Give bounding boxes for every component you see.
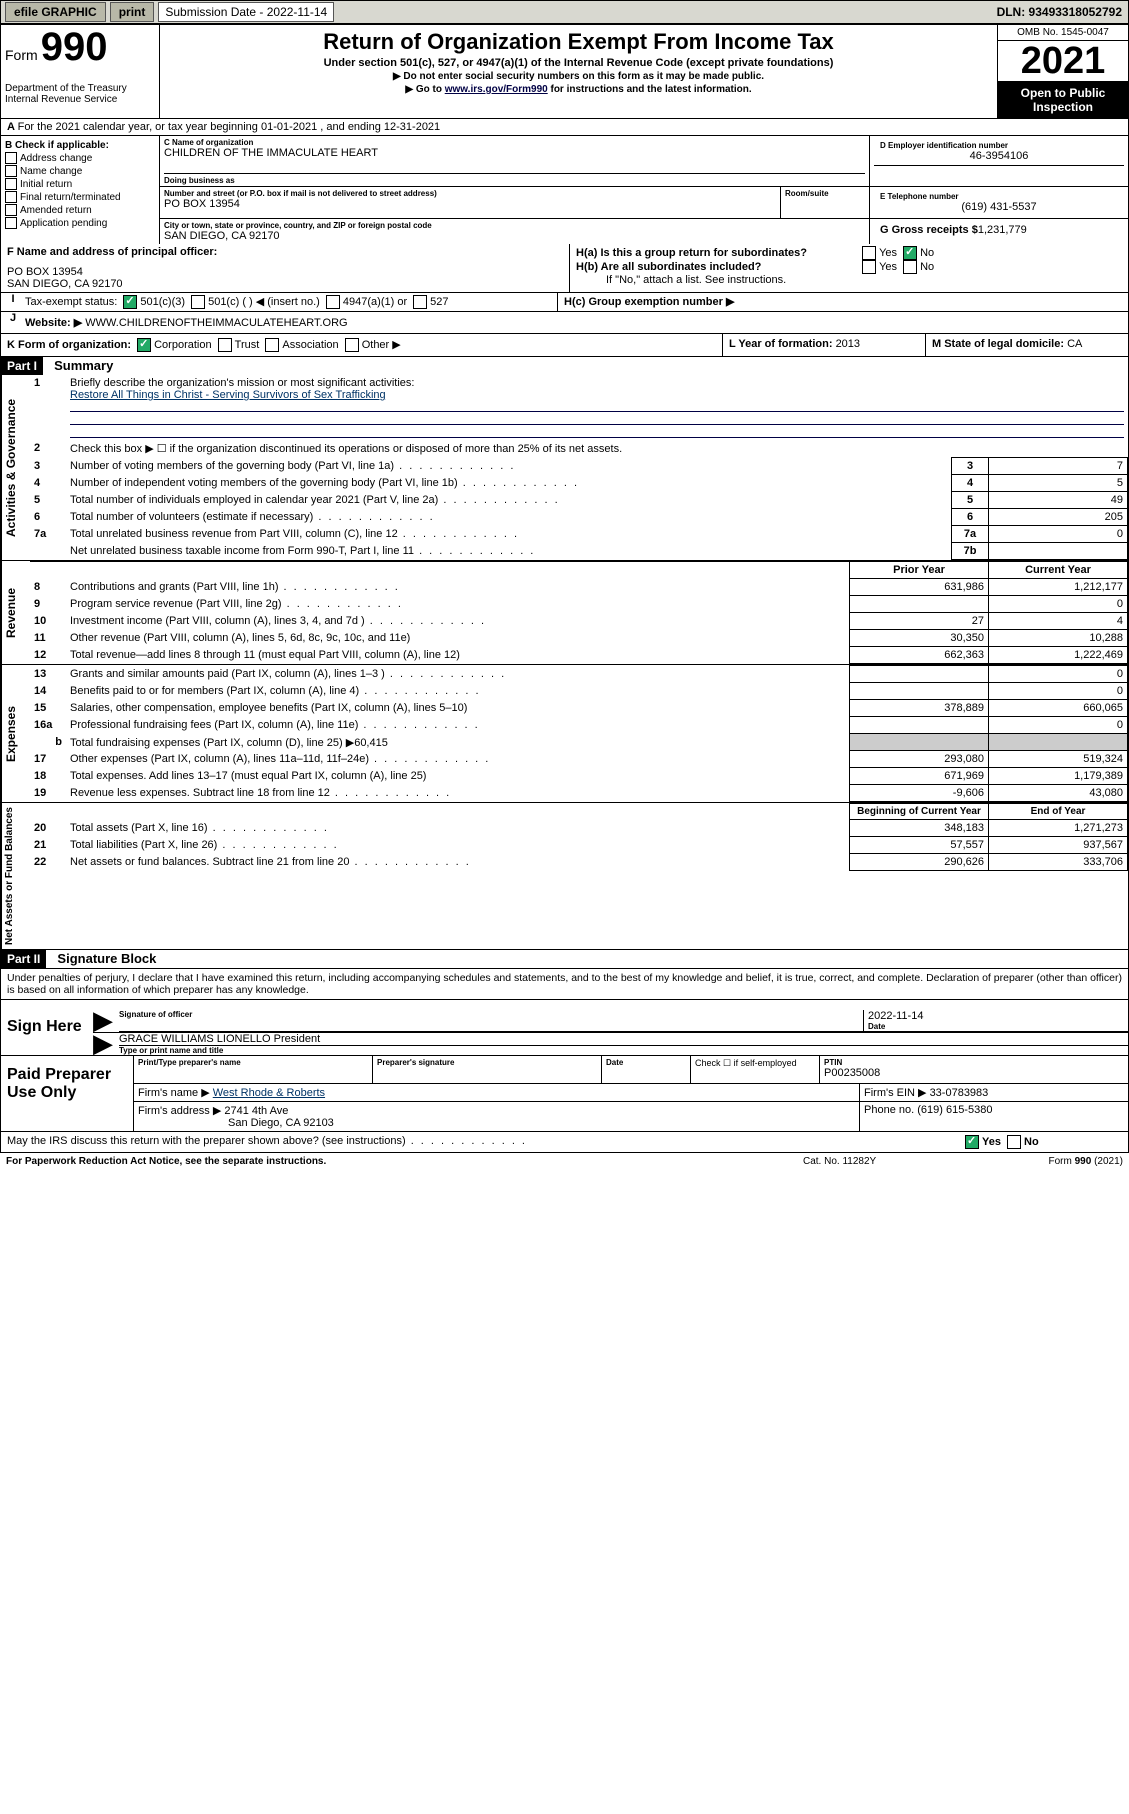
ptin-val: P00235008 <box>824 1067 1124 1079</box>
website: WWW.CHILDRENOFTHEIMMACULATEHEART.ORG <box>85 317 347 329</box>
sign-date: 2022-11-14 <box>868 1010 1128 1022</box>
header-block: B Check if applicable: Address change Na… <box>0 136 1129 244</box>
omb-number: OMB No. 1545-0047 <box>998 25 1128 41</box>
gross-receipts: 1,231,779 <box>978 224 1027 236</box>
firm-name: West Rhode & Roberts <box>213 1087 325 1099</box>
form-title: Return of Organization Exempt From Incom… <box>166 29 991 55</box>
officer-name: GRACE WILLIAMS LIONELLO President <box>119 1033 1128 1045</box>
dept-label: Department of the Treasury Internal Reve… <box>5 83 155 105</box>
efile-label: efile GRAPHIC <box>5 2 106 22</box>
form-number: 990 <box>41 25 108 69</box>
form-header: Form 990 Department of the Treasury Inte… <box>0 24 1129 119</box>
irs-link[interactable]: www.irs.gov/Form990 <box>445 84 548 95</box>
print-button[interactable]: print <box>110 2 155 22</box>
tax-year: 2021 <box>998 41 1128 81</box>
officer-addr2: SAN DIEGO, CA 92170 <box>7 278 563 290</box>
form-note1: ▶ Do not enter social security numbers o… <box>166 71 991 82</box>
penalty-declaration: Under penalties of perjury, I declare th… <box>0 968 1129 1000</box>
submission-date: Submission Date - 2022-11-14 <box>158 2 334 22</box>
form-subtitle: Under section 501(c), 527, or 4947(a)(1)… <box>166 57 991 69</box>
footer-pra: For Paperwork Reduction Act Notice, see … <box>6 1156 803 1167</box>
firm-addr: 2741 4th Ave <box>224 1105 288 1117</box>
dln-label: DLN: 93493318052792 <box>997 5 1128 19</box>
line3-val: 7 <box>989 458 1128 475</box>
street-address: PO BOX 13954 <box>164 198 776 210</box>
form-word: Form <box>5 47 38 63</box>
top-toolbar: efile GRAPHIC print Submission Date - 20… <box>0 0 1129 24</box>
domicile-state: CA <box>1067 338 1082 350</box>
label-activities: Activities & Governance <box>1 375 30 560</box>
firm-phone: (619) 615-5380 <box>917 1104 992 1116</box>
part2-bar: Part II <box>1 950 46 968</box>
open-inspection: Open to Public Inspection <box>998 81 1128 118</box>
city-state-zip: SAN DIEGO, CA 92170 <box>164 230 865 242</box>
footer-cat: Cat. No. 11282Y <box>803 1156 983 1167</box>
year-formation: 2013 <box>836 338 860 350</box>
mission-text: Restore All Things in Christ - Serving S… <box>70 389 386 401</box>
form-note2: ▶ Go to www.irs.gov/Form990 for instruct… <box>166 84 991 95</box>
label-expenses: Expenses <box>1 665 30 802</box>
row-a: A For the 2021 calendar year, or tax yea… <box>0 119 1129 136</box>
label-netassets: Net Assets or Fund Balances <box>1 803 30 949</box>
part1-bar: Part I <box>1 357 43 375</box>
col-b-checkboxes: B Check if applicable: Address change Na… <box>1 136 160 244</box>
firm-ein: 33-0783983 <box>930 1087 989 1099</box>
ein: 46-3954106 <box>880 150 1118 162</box>
telephone: (619) 431-5537 <box>880 201 1118 213</box>
officer-addr1: PO BOX 13954 <box>7 266 563 278</box>
org-name: CHILDREN OF THE IMMACULATE HEART <box>164 147 865 159</box>
label-revenue: Revenue <box>1 561 30 664</box>
